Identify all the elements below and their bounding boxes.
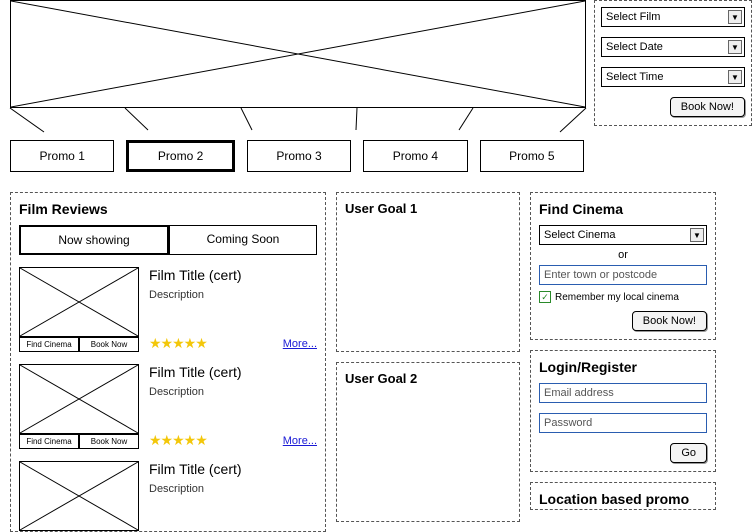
remember-cinema-label: Remember my local cinema [555,292,679,303]
quickbook-panel: Select Film ▼ Select Date ▼ Select Time ▼ Book… [594,0,752,126]
email-input[interactable]: Email address [539,383,707,403]
promo-tab-3[interactable]: Promo 3 [247,140,351,172]
find-cinema-button[interactable]: Find Cinema [19,434,79,449]
find-cinema-title: Find Cinema [539,201,707,217]
film-reviews-title: Film Reviews [19,201,317,217]
location-promo-panel: Location based promo [530,482,716,510]
film-card: Find CinemaBook Now Film Title (cert) Desc… [19,364,317,449]
quickbook-book-button[interactable]: Book Now! [670,97,745,117]
book-now-button[interactable]: Book Now [79,337,139,352]
promo-tab-5[interactable]: Promo 5 [480,140,584,172]
promo-tab-1[interactable]: Promo 1 [10,140,114,172]
location-promo-title: Location based promo [539,491,707,507]
book-now-button[interactable]: Book Now [79,434,139,449]
hero-image-placeholder [10,0,586,108]
town-postcode-input[interactable]: Enter town or postcode [539,265,707,285]
film-description: Description [149,386,317,398]
star-rating-icon: ★★★★★ [149,335,207,352]
film-thumbnail-placeholder [19,267,139,337]
user-goal-1-panel: User Goal 1 [336,192,520,352]
chevron-down-icon: ▼ [728,10,742,24]
reviews-tabs: Now showingComing Soon [19,225,317,255]
film-title: Film Title (cert) [149,364,317,380]
password-input[interactable]: Password [539,413,707,433]
login-go-button[interactable]: Go [670,443,707,463]
quickbook-select-2[interactable]: Select Time ▼ [601,67,745,87]
password-placeholder: Password [544,417,592,429]
find-cinema-button[interactable]: Find Cinema [19,337,79,352]
select-cinema-label: Select Cinema [544,229,616,241]
or-divider: or [539,249,707,261]
film-title: Film Title (cert) [149,267,317,283]
star-rating-icon: ★★★★★ [149,432,207,449]
more-link[interactable]: More... [283,338,317,350]
reviews-tab-0[interactable]: Now showing [19,225,169,255]
login-register-panel: Login/Register Email address Password Go [530,350,716,472]
more-link[interactable]: More... [283,435,317,447]
film-reviews-panel: Film Reviews Now showingComing Soon Find… [10,192,326,532]
email-placeholder: Email address [544,387,614,399]
find-cinema-book-label: Book Now! [643,315,696,327]
quickbook-select-0[interactable]: Select Film ▼ [601,7,745,27]
film-description: Description [149,483,317,495]
user-goal-1-title: User Goal 1 [345,201,511,216]
film-description: Description [149,289,317,301]
chevron-down-icon: ▼ [690,228,704,242]
film-title: Film Title (cert) [149,461,317,477]
film-thumbnail-placeholder [19,461,139,531]
select-cinema-dropdown[interactable]: Select Cinema ▼ [539,225,707,245]
find-cinema-book-button[interactable]: Book Now! [632,311,707,331]
promo-tab-2[interactable]: Promo 2 [126,140,234,172]
login-register-title: Login/Register [539,359,707,375]
user-goal-2-title: User Goal 2 [345,371,511,386]
quickbook-select-label-2: Select Time [606,71,663,83]
quickbook-select-label-0: Select Film [606,11,660,23]
town-postcode-placeholder: Enter town or postcode [544,269,657,281]
film-thumbnail-placeholder [19,364,139,434]
reviews-tab-1[interactable]: Coming Soon [169,225,317,255]
find-cinema-panel: Find Cinema Select Cinema ▼ or Enter tow… [530,192,716,340]
chevron-down-icon: ▼ [728,40,742,54]
remember-cinema-checkbox[interactable]: ✓ [539,291,551,303]
promo-strip: Promo 1 Promo 2 Promo 3 Promo 4 Promo 5 [0,136,594,182]
user-goal-2-panel: User Goal 2 [336,362,520,522]
film-card: Film Title (cert) Description [19,461,317,531]
chevron-down-icon: ▼ [728,70,742,84]
film-card: Find CinemaBook Now Film Title (cert) Desc… [19,267,317,352]
quickbook-select-1[interactable]: Select Date ▼ [601,37,745,57]
quickbook-book-label: Book Now! [681,101,734,113]
login-go-label: Go [681,447,696,459]
promo-tab-4[interactable]: Promo 4 [363,140,467,172]
quickbook-select-label-1: Select Date [606,41,663,53]
